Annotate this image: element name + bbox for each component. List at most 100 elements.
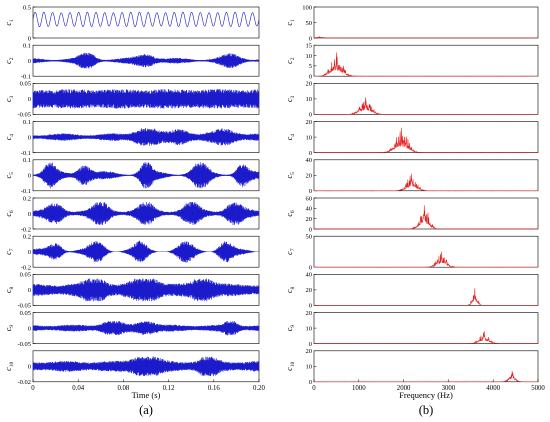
panel-a-y-tick-label: 0.5 bbox=[23, 4, 31, 11]
panel-b-x-tick-label: 1000 bbox=[352, 385, 366, 392]
panel-a-y-tick-label: 0.05 bbox=[20, 310, 31, 317]
panel-b-y-tick-label: 0 bbox=[309, 341, 312, 348]
panel-b-y-tick-label: 0 bbox=[309, 265, 312, 272]
panel-b-y-tick-label: 100 bbox=[302, 4, 312, 11]
panel-b-y-tick-label: 10 bbox=[306, 364, 313, 371]
panel-a-series-line-c6 bbox=[32, 201, 260, 226]
panel-b-y-axis-label-c6: c6 bbox=[285, 210, 296, 217]
panel-a-x-tick-label: 0.12 bbox=[163, 385, 175, 392]
panel-a-y-axis-label-c7: c7 bbox=[4, 248, 15, 255]
panel-a-y-axis-label-c8: c8 bbox=[4, 286, 15, 293]
panel-b-x-tick-label: 0 bbox=[312, 385, 316, 392]
panel-b-y-axis-label-c7: c7 bbox=[285, 248, 296, 255]
panel-a-y-axis-label-c9: c9 bbox=[4, 325, 15, 332]
panel-b-axes-frame-3 bbox=[313, 83, 539, 115]
panel-a-y-tick-label: -0.1 bbox=[21, 74, 31, 81]
panel-a-x-axis-label: Time (s) bbox=[132, 390, 161, 400]
panel-a-y-tick-label: -0.2 bbox=[21, 226, 31, 233]
panel-a-y-tick-label: 0.1 bbox=[23, 43, 31, 50]
panel-b-y-tick-label: 20 bbox=[306, 287, 313, 294]
panel-a-series-line-c9 bbox=[32, 320, 260, 336]
panel-a-axes-frame-1 bbox=[32, 6, 260, 39]
panel-a-x-tick-label: 0.04 bbox=[72, 385, 84, 392]
panel-a-y-tick-label: 0.2 bbox=[23, 234, 31, 241]
panel-a-series-line-c3 bbox=[32, 89, 260, 109]
panel-b-series-line-c10 bbox=[313, 370, 539, 383]
panel-b-y-tick-label: 50 bbox=[306, 20, 313, 27]
panel-b-series-line-c3 bbox=[313, 97, 539, 115]
panel-b-y-tick-label: 40 bbox=[306, 157, 313, 164]
panel-b-axes-frame-8 bbox=[313, 274, 539, 306]
panel-a-y-tick-label: -0.2 bbox=[21, 265, 31, 272]
panel-b-y-axis-label-c10: c10 bbox=[285, 362, 296, 371]
panel-b-caption: (b) bbox=[419, 403, 434, 417]
panel-b-series-line-c9 bbox=[313, 331, 539, 344]
panel-b-y-tick-label: 5 bbox=[309, 63, 312, 70]
panel-a-y-tick-label: 0 bbox=[28, 35, 31, 42]
panel-a-y-tick-label: 0.1 bbox=[23, 119, 31, 126]
panel-a-x-tick-label: 0 bbox=[31, 385, 35, 392]
panel-b-y-axis-label-c1: c1 bbox=[285, 19, 296, 26]
panel-b-y-tick-label: 0 bbox=[309, 379, 312, 386]
panel-b-axes-frame-7 bbox=[313, 235, 539, 268]
panel-b-y-tick-label: 0 bbox=[309, 112, 312, 119]
panel-a-y-tick-label: 0.05 bbox=[20, 81, 31, 88]
panel-a-y-tick-label: 0 bbox=[28, 96, 31, 103]
panel-b-series-line-c4 bbox=[314, 127, 539, 153]
panel-b-y-tick-label: 0 bbox=[309, 74, 312, 81]
panel-b-y-axis-label-c2: c2 bbox=[285, 57, 296, 64]
panel-b-x-tick-label: 4000 bbox=[486, 385, 500, 392]
panel-b-axes-frame-6 bbox=[313, 197, 539, 230]
panel-a-caption: (a) bbox=[139, 403, 153, 417]
panel-b-axes-frame-5 bbox=[313, 159, 539, 192]
panel-b-series-line-c1 bbox=[314, 35, 539, 39]
panel-b-x-tick-label: 5000 bbox=[531, 385, 545, 392]
panel-a-y-tick-label: 0 bbox=[28, 325, 31, 332]
panel-a-series-line-c5 bbox=[32, 162, 260, 189]
panel-b-y-tick-label: 0 bbox=[309, 226, 312, 233]
panel-a-y-axis-label-c6: c6 bbox=[4, 210, 15, 217]
panel-b-y-axis-label-c9: c9 bbox=[285, 325, 296, 332]
panel-b-y-axis-label-c8: c8 bbox=[285, 286, 296, 293]
panel-b-axes-frame-4 bbox=[313, 121, 539, 153]
panel-b-series-line-c5 bbox=[313, 173, 539, 192]
panel-b-y-tick-label: 50 bbox=[306, 234, 313, 241]
panel-a-series-line-c4 bbox=[32, 128, 260, 147]
panel-b-y-tick-label: 0 bbox=[309, 35, 312, 42]
panel-b-axes-frame-1 bbox=[313, 6, 539, 39]
panel-b-x-axis-label: Frequency (Hz) bbox=[399, 390, 453, 400]
panel-a-y-tick-label: 0.05 bbox=[20, 272, 31, 279]
panel-a-y-axis-label-c10: c10 bbox=[4, 362, 15, 371]
panel-a-y-tick-label: 0.1 bbox=[23, 157, 31, 164]
panel-b-y-axis-label-c3: c3 bbox=[285, 95, 296, 102]
panel-b-y-tick-label: 0 bbox=[309, 303, 312, 310]
panel-b-y-tick-label: 10 bbox=[306, 134, 313, 141]
panel-a-series-line-c10 bbox=[32, 356, 260, 377]
panel-b-y-tick-label: 0 bbox=[309, 188, 312, 195]
panel-a-y-tick-label: 0 bbox=[28, 134, 31, 141]
panel-b-series-line-c2 bbox=[313, 52, 538, 77]
panel-a-time-domain: 00.5c1-0.100.1c2-0.0500.05c3-0.100.1c4-0… bbox=[4, 4, 266, 392]
panel-a-x-tick-label: 0.16 bbox=[208, 385, 220, 392]
panel-b-series-line-c7 bbox=[313, 251, 539, 268]
panel-b-y-tick-label: 20 bbox=[306, 81, 313, 88]
panel-b-y-tick-label: 15 bbox=[306, 43, 313, 50]
panel-b-y-tick-label: 0 bbox=[309, 150, 312, 157]
panel-b-y-axis-label-c5: c5 bbox=[285, 172, 296, 179]
panel-a-y-tick-label: -0.02 bbox=[17, 379, 31, 386]
panel-a-y-axis-label-c4: c4 bbox=[4, 134, 15, 141]
panel-a-series-line-c2 bbox=[32, 52, 260, 69]
panel-b-y-tick-label: 10 bbox=[306, 96, 313, 103]
panel-b-axes-frame-9 bbox=[313, 312, 539, 344]
panel-b-x-tick-label: 3000 bbox=[442, 385, 456, 392]
panel-b-y-tick-label: 60 bbox=[306, 195, 313, 202]
panel-b-axes-frame-2 bbox=[313, 44, 539, 77]
panel-b-axes-frame-10 bbox=[313, 350, 539, 383]
panel-a-y-axis-label-c2: c2 bbox=[4, 57, 15, 64]
panel-b-series-line-c6 bbox=[313, 205, 539, 230]
panel-b-y-tick-label: 20 bbox=[306, 173, 313, 180]
panel-b-frequency-spectra: 050100c1051015c201020c301020c402040c5020… bbox=[285, 4, 545, 392]
panel-a-x-tick-label: 0.08 bbox=[117, 385, 129, 392]
panel-a-x-tick-label: 0.20 bbox=[253, 385, 265, 392]
panel-b-x-tick-label: 2000 bbox=[397, 385, 411, 392]
